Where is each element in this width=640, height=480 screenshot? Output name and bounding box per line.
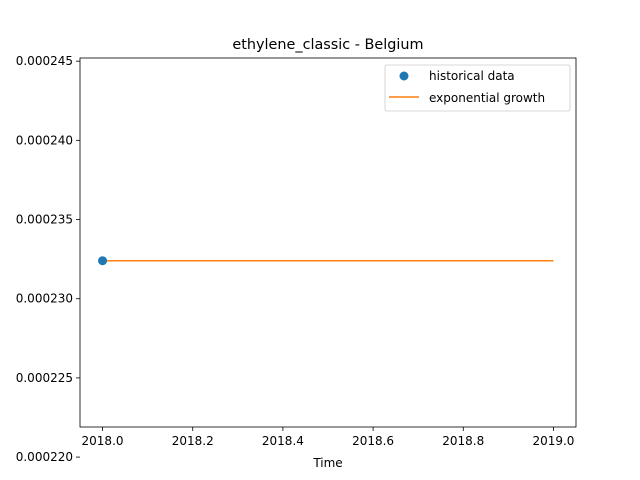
y-tick-label: 0.000230 — [16, 292, 73, 306]
x-tick-label: 2018.6 — [352, 434, 394, 448]
y-tick-label: 0.000220 — [16, 450, 73, 464]
legend-label-historical-data: historical data — [429, 69, 515, 83]
axis-ticks: 2018.0 2018.2 2018.4 2018.6 2018.8 2019.0 0.00… — [16, 54, 575, 464]
x-axis-label: Time — [312, 456, 342, 470]
x-tick-label: 2018.8 — [442, 434, 484, 448]
legend: historical data exponential growth — [384, 64, 571, 112]
y-tick-label: 0.000225 — [16, 371, 73, 385]
legend-box — [384, 64, 571, 112]
legend-label-exponential-growth: exponential growth — [429, 91, 545, 105]
y-tick-label: 0.000245 — [16, 54, 73, 68]
legend-marker-historical-data — [399, 71, 409, 81]
x-tick-label: 2018.4 — [262, 434, 304, 448]
y-tick-label: 0.000240 — [16, 133, 73, 147]
x-tick-label: 2018.2 — [172, 434, 214, 448]
x-tick-label: 2019.0 — [532, 434, 574, 448]
plot-area — [98, 256, 554, 266]
x-tick-label: 2018.0 — [82, 434, 124, 448]
plot-frame — [79, 57, 577, 428]
y-tick-label: 0.000235 — [16, 213, 73, 227]
chart-title: ethylene_classic - Belgium — [232, 37, 423, 53]
data-point-historical-data — [98, 256, 108, 266]
